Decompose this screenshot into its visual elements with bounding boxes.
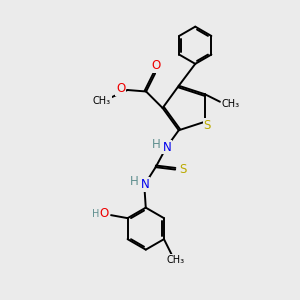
Text: CH₃: CH₃: [221, 99, 239, 109]
Text: S: S: [204, 119, 211, 132]
Text: N: N: [140, 178, 149, 191]
Text: H: H: [92, 209, 99, 219]
Text: CH₃: CH₃: [167, 255, 185, 265]
Text: H: H: [130, 175, 139, 188]
Text: O: O: [116, 82, 125, 95]
Text: O: O: [151, 58, 160, 72]
Text: N: N: [162, 141, 171, 154]
Text: S: S: [179, 163, 186, 176]
Text: CH₃: CH₃: [93, 95, 111, 106]
Text: H: H: [152, 138, 161, 151]
Text: O: O: [100, 207, 109, 220]
